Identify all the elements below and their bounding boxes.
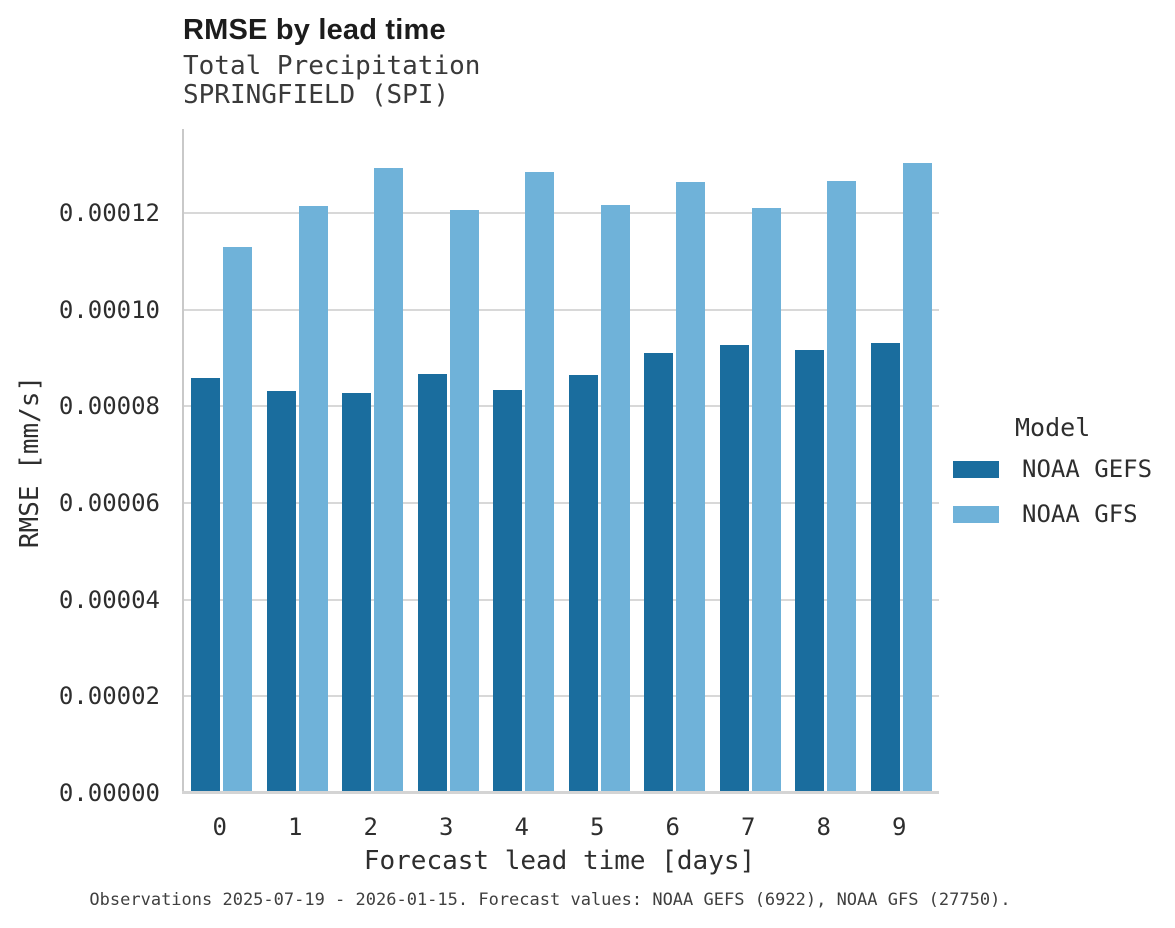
x-axis-baseline <box>182 791 939 794</box>
chart-subtitle-station: SPRINGFIELD (SPI) <box>183 80 450 110</box>
x-axis-ticks: 0 1 2 3 4 5 6 7 8 9 <box>182 813 937 841</box>
legend-entries: NOAA GEFS NOAA GFS <box>953 455 1173 528</box>
legend-entry-noaa-gfs: NOAA GFS <box>953 500 1173 528</box>
x-tick-label: 3 <box>439 813 454 841</box>
bar-noaa-gfs-lead-3 <box>449 210 479 793</box>
plot-area <box>182 129 939 794</box>
x-tick-label: 7 <box>741 813 756 841</box>
gridline <box>184 502 939 505</box>
gridline <box>184 308 939 311</box>
bar-noaa-gefs-lead-4 <box>493 389 523 793</box>
bar-noaa-gefs-lead-7 <box>719 345 749 793</box>
x-tick-label: 9 <box>892 813 907 841</box>
bar-noaa-gefs-lead-6 <box>644 353 674 793</box>
chart-title: RMSE by lead time <box>183 14 446 46</box>
bar-noaa-gfs-lead-2 <box>374 168 404 793</box>
legend-swatch <box>953 460 999 478</box>
chart-subtitle-variable: Total Precipitation <box>183 51 481 81</box>
x-tick-label: 4 <box>514 813 529 841</box>
y-tick-label: 0.00002 <box>58 682 160 711</box>
bar-noaa-gefs-lead-5 <box>568 374 598 793</box>
legend-title: Model <box>1015 413 1091 442</box>
legend-swatch <box>953 505 999 523</box>
y-tick-label: 0.00012 <box>58 199 160 228</box>
legend-entry-noaa-gefs: NOAA GEFS <box>953 455 1173 483</box>
x-tick-label: 0 <box>212 813 227 841</box>
y-tick-label: 0.00010 <box>58 295 160 324</box>
bar-noaa-gefs-lead-3 <box>417 374 447 793</box>
bar-noaa-gefs-lead-1 <box>266 390 296 793</box>
figure-caption: Observations 2025-07-19 - 2026-01-15. Fo… <box>89 890 1011 910</box>
legend-label: NOAA GFS <box>1022 500 1138 528</box>
x-tick-label: 2 <box>363 813 378 841</box>
bar-noaa-gefs-lead-8 <box>795 349 825 793</box>
bar-noaa-gfs-lead-6 <box>676 182 706 793</box>
bar-noaa-gfs-lead-7 <box>751 208 781 793</box>
x-axis-label: Forecast lead time [days] <box>363 846 756 876</box>
gridline <box>184 695 939 698</box>
y-tick-label: 0.00008 <box>58 392 160 421</box>
bar-noaa-gefs-lead-2 <box>342 393 372 793</box>
gridline <box>184 598 939 601</box>
bar-noaa-gfs-lead-4 <box>525 172 555 793</box>
bar-noaa-gefs-lead-0 <box>191 377 221 793</box>
legend: Model NOAA GEFS NOAA GFS <box>953 413 1173 545</box>
y-axis-ticks: 0.00000 0.00002 0.00004 0.00006 0.00008 0.000… <box>0 129 160 807</box>
bar-noaa-gefs-lead-9 <box>870 343 900 793</box>
legend-label: NOAA GEFS <box>1022 455 1153 483</box>
bar-noaa-gfs-lead-8 <box>827 181 857 793</box>
y-tick-label: 0.00006 <box>58 489 160 518</box>
x-tick-label: 5 <box>590 813 605 841</box>
bar-noaa-gfs-lead-5 <box>600 204 630 793</box>
y-tick-label: 0.00000 <box>58 779 160 807</box>
x-tick-label: 1 <box>288 813 303 841</box>
x-tick-label: 8 <box>816 813 831 841</box>
x-tick-label: 6 <box>665 813 680 841</box>
bar-noaa-gfs-lead-9 <box>902 163 932 793</box>
y-tick-label: 0.00004 <box>58 585 160 614</box>
gridline <box>184 405 939 408</box>
bar-noaa-gfs-lead-1 <box>298 206 328 793</box>
gridline <box>184 212 939 215</box>
bar-noaa-gfs-lead-0 <box>223 246 253 793</box>
